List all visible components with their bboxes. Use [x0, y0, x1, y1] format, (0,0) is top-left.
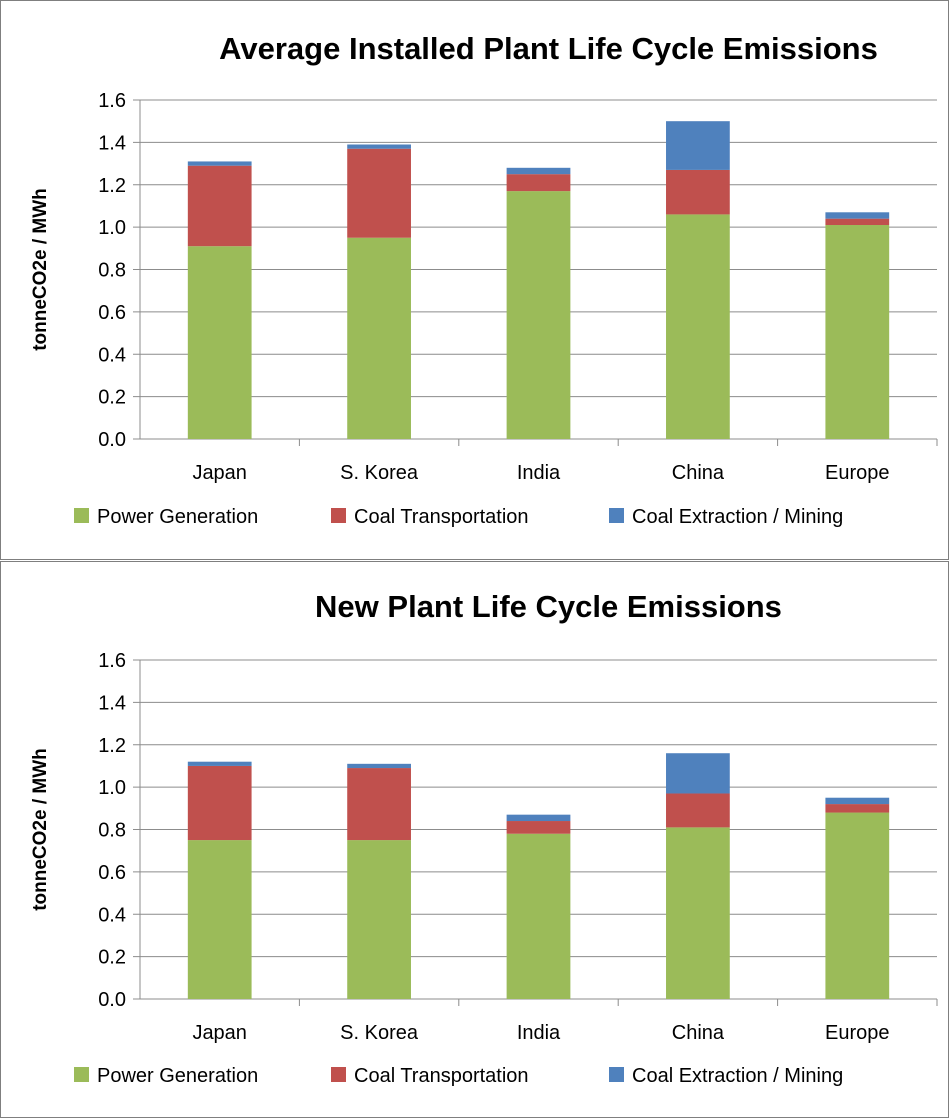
bar-coal-transportation-s-korea: [347, 148, 411, 238]
chart-average-installed: Average Installed Plant Life Cycle Emiss…: [30, 31, 938, 528]
bar-power-generation-japan: [187, 840, 252, 999]
bar-coal-transportation-china: [666, 169, 730, 215]
x-category-label: Japan: [192, 1022, 247, 1044]
x-category-label: Europe: [825, 1022, 890, 1044]
y-tick-label: 1.2: [98, 175, 126, 197]
bar-power-generation-europe: [825, 225, 890, 439]
y-tick-label: 0.0: [98, 429, 126, 451]
bar-coal-extraction-mining-s-korea: [347, 763, 411, 769]
y-tick-label: 1.4: [98, 132, 126, 154]
bar-coal-transportation-china: [666, 793, 730, 828]
bar-coal-transportation-india: [506, 821, 571, 834]
legend-swatch-power-generation: [74, 508, 89, 523]
legend-label-power-generation: Power Generation: [97, 506, 258, 528]
y-tick-label: 1.2: [98, 735, 126, 757]
bar-coal-extraction-mining-india: [506, 167, 571, 175]
x-category-label: China: [672, 462, 725, 484]
x-category-label: India: [517, 462, 561, 484]
bar-coal-transportation-japan: [187, 165, 252, 247]
x-category-label: S. Korea: [340, 462, 419, 484]
legend-swatch-coal-transportation: [331, 1067, 346, 1082]
bar-power-generation-china: [666, 214, 730, 439]
x-category-label: Europe: [825, 462, 890, 484]
legend-swatch-coal-transportation: [331, 508, 346, 523]
legend-swatch-power-generation: [74, 1067, 89, 1082]
bar-power-generation-s-korea: [347, 840, 411, 999]
y-tick-label: 0.2: [98, 387, 126, 409]
y-tick-label: 0.8: [98, 820, 126, 842]
bar-coal-transportation-europe: [825, 218, 890, 226]
bar-coal-extraction-mining-china: [666, 121, 730, 170]
bar-power-generation-india: [506, 833, 571, 999]
legend-swatch-coal-extraction-mining: [609, 1067, 624, 1082]
y-tick-label: 0.8: [98, 260, 126, 282]
chart-new-plant: New Plant Life Cycle Emissions 0.0 0.2 0.4 0…: [30, 589, 938, 1087]
y-tick-label: 1.4: [98, 692, 126, 714]
chart-panel-average-installed: Average Installed Plant Life Cycle Emiss…: [0, 0, 949, 560]
bar-coal-transportation-japan: [187, 765, 252, 841]
chart-title: Average Installed Plant Life Cycle Emiss…: [219, 31, 878, 66]
bar-coal-extraction-mining-s-korea: [347, 144, 411, 149]
bar-coal-transportation-europe: [825, 804, 890, 813]
bar-coal-transportation-s-korea: [347, 768, 411, 841]
chart-panel-new-plant: New Plant Life Cycle Emissions 0.0 0.2 0.4 0…: [0, 561, 949, 1118]
bar-power-generation-china: [666, 827, 730, 999]
bar-power-generation-europe: [825, 812, 890, 999]
x-category-label: China: [672, 1022, 725, 1044]
bar-power-generation-india: [506, 191, 571, 439]
legend-label-coal-extraction-mining: Coal Extraction / Mining: [632, 1065, 843, 1087]
y-tick-label: 0.6: [98, 302, 126, 324]
bar-power-generation-s-korea: [347, 237, 411, 439]
y-tick-label: 1.6: [98, 650, 126, 672]
chart-title: New Plant Life Cycle Emissions: [315, 589, 782, 624]
legend-swatch-coal-extraction-mining: [609, 508, 624, 523]
bar-coal-extraction-mining-japan: [187, 761, 252, 766]
y-tick-label: 1.0: [98, 217, 126, 239]
bar-coal-extraction-mining-japan: [187, 161, 252, 166]
x-category-label: Japan: [192, 462, 247, 484]
y-tick-label: 1.6: [98, 90, 126, 112]
legend-label-power-generation: Power Generation: [97, 1065, 258, 1087]
y-axis-title: tonneCO2e / MWh: [30, 748, 51, 911]
bar-coal-transportation-india: [506, 174, 571, 192]
y-tick-label: 0.6: [98, 862, 126, 884]
legend-label-coal-extraction-mining: Coal Extraction / Mining: [632, 506, 843, 528]
y-tick-label: 0.4: [98, 344, 126, 366]
legend-label-coal-transportation: Coal Transportation: [354, 506, 529, 528]
y-tick-label: 0.2: [98, 947, 126, 969]
bar-coal-extraction-mining-china: [666, 753, 730, 794]
y-tick-label: 0.0: [98, 989, 126, 1011]
x-category-label: India: [517, 1022, 561, 1044]
legend-label-coal-transportation: Coal Transportation: [354, 1065, 529, 1087]
y-axis-title: tonneCO2e / MWh: [30, 188, 51, 351]
bar-coal-extraction-mining-india: [506, 814, 571, 822]
bar-power-generation-japan: [187, 246, 252, 439]
y-tick-label: 1.0: [98, 777, 126, 799]
bar-coal-extraction-mining-europe: [825, 212, 890, 219]
y-tick-label: 0.4: [98, 904, 126, 926]
x-category-label: S. Korea: [340, 1022, 419, 1044]
bar-coal-extraction-mining-europe: [825, 797, 890, 805]
